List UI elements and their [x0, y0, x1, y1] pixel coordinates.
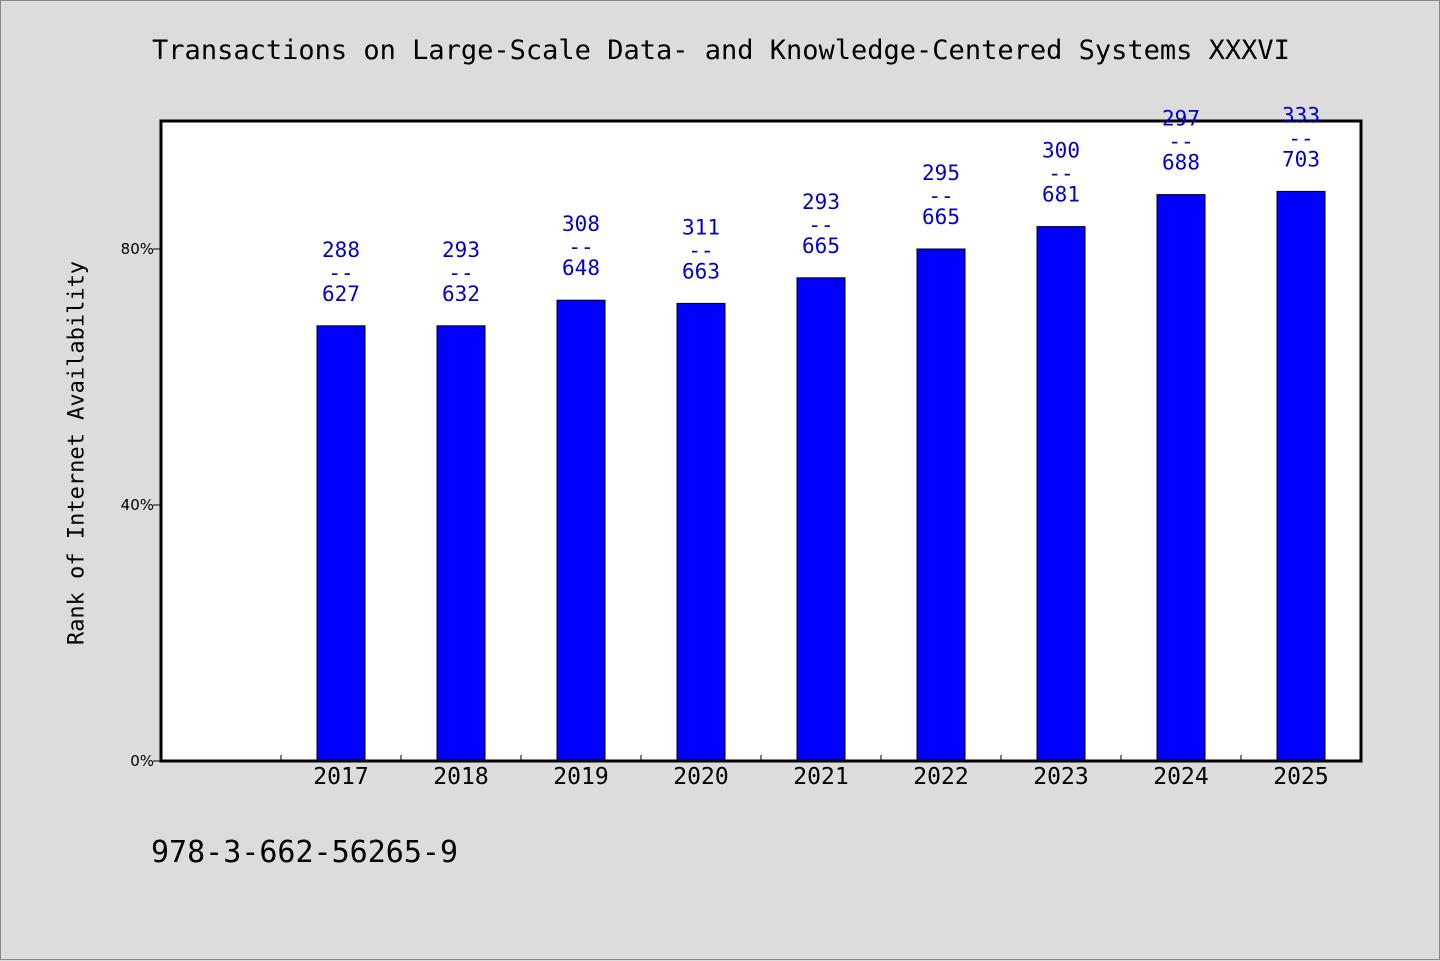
data-label: 308	[562, 212, 600, 236]
x-tick-label: 2022	[913, 764, 968, 790]
data-label: 663	[682, 259, 720, 283]
data-label: --	[808, 213, 833, 237]
bar-2018	[436, 325, 486, 762]
bar-2019	[556, 299, 606, 762]
bar-2020	[676, 302, 726, 762]
x-tick-label: 2017	[313, 764, 368, 790]
bar-2017	[316, 325, 366, 762]
data-label: --	[1168, 130, 1193, 154]
x-tick-label: 2023	[1033, 764, 1088, 790]
bar-2024	[1156, 194, 1206, 762]
y-tick-label: 0%	[130, 752, 154, 770]
bar-2022	[916, 248, 966, 762]
data-label: --	[928, 184, 953, 208]
data-label: 297	[1162, 107, 1200, 131]
y-tick-label: 40%	[121, 496, 154, 514]
bar-2023	[1036, 226, 1086, 762]
x-tick-label: 2021	[793, 764, 848, 790]
data-label: --	[688, 238, 713, 262]
data-label: 333	[1282, 103, 1320, 127]
data-label: 665	[922, 205, 960, 229]
data-label: --	[448, 261, 473, 285]
y-tick-label: 80%	[121, 240, 154, 258]
data-label: 703	[1282, 147, 1320, 171]
x-tick-label: 2018	[433, 764, 488, 790]
data-label: 627	[322, 282, 360, 306]
data-label: 300	[1042, 139, 1080, 163]
bar-2021	[796, 277, 846, 762]
data-label: --	[568, 235, 593, 259]
data-label: 295	[922, 161, 960, 185]
data-label: 648	[562, 256, 600, 280]
x-tick-label: 2024	[1153, 764, 1208, 790]
data-label: 293	[802, 190, 840, 214]
data-label: 311	[682, 215, 720, 239]
data-label: --	[1288, 126, 1313, 150]
bar-2025	[1276, 190, 1326, 762]
x-tick-label: 2019	[553, 764, 608, 790]
x-tick-label: 2025	[1273, 764, 1328, 790]
data-label: 632	[442, 282, 480, 306]
data-label: 681	[1042, 183, 1080, 207]
data-label: 688	[1162, 151, 1200, 175]
data-label: --	[328, 261, 353, 285]
data-label: 665	[802, 234, 840, 258]
data-label: 293	[442, 238, 480, 262]
isbn-code: 978-3-662-56265-9	[151, 835, 459, 870]
data-label: 288	[322, 238, 360, 262]
data-label: --	[1048, 162, 1073, 186]
chart-title: Transactions on Large-Scale Data- and Kn…	[152, 35, 1290, 66]
x-tick-label: 2020	[673, 764, 728, 790]
